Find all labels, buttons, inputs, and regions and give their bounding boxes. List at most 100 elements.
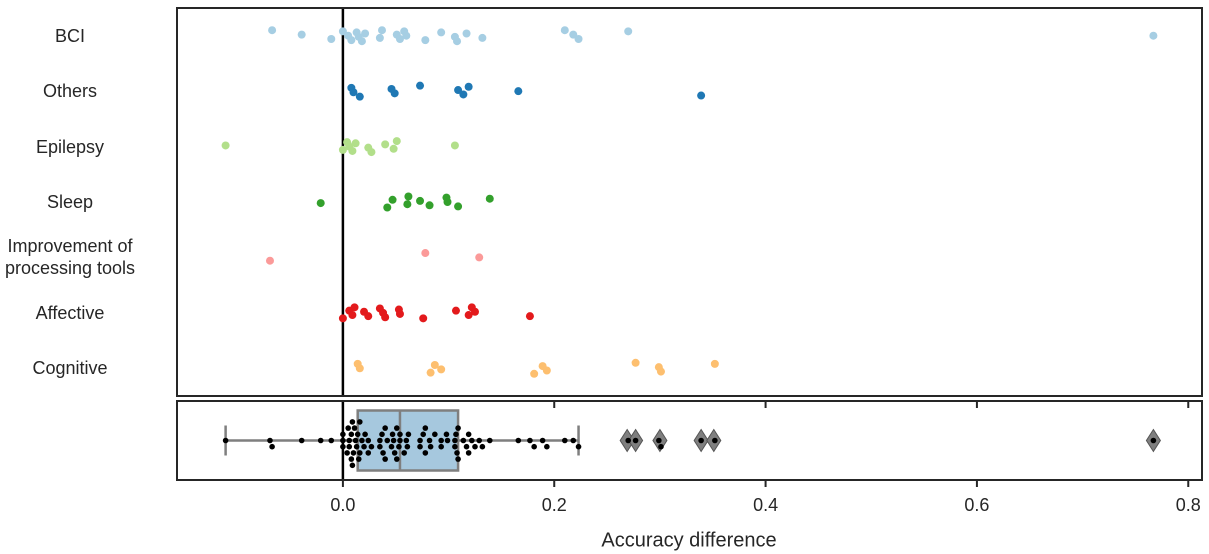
point xyxy=(378,26,386,35)
y-tick-label: Cognitive xyxy=(32,358,108,379)
swarm-point xyxy=(443,431,450,438)
swarm-point xyxy=(340,431,346,438)
point xyxy=(350,303,359,312)
swarm-point xyxy=(465,450,472,456)
swarm-point xyxy=(350,450,357,456)
swarm-point xyxy=(403,437,410,444)
swarm-point xyxy=(354,431,361,438)
swarm-point xyxy=(365,437,372,444)
point xyxy=(485,194,494,203)
point xyxy=(349,88,358,97)
swarm-point xyxy=(397,437,403,444)
point xyxy=(403,200,412,209)
point xyxy=(421,36,430,45)
swarm-point xyxy=(328,437,335,444)
swarm-point xyxy=(349,462,356,469)
swarm-point xyxy=(575,443,582,450)
point xyxy=(383,203,392,212)
y-tick-label: Improvement of processing tools xyxy=(4,236,136,279)
swarm-point xyxy=(486,437,493,444)
swarm-point xyxy=(397,431,403,438)
swarm-point xyxy=(656,437,662,444)
swarm-point xyxy=(353,443,360,450)
swarm-point xyxy=(345,425,351,431)
point xyxy=(574,35,583,44)
swarm-point xyxy=(426,437,433,444)
point xyxy=(416,81,425,90)
point xyxy=(464,311,473,320)
point xyxy=(542,366,551,375)
point xyxy=(475,253,484,262)
swarm-point xyxy=(658,443,664,450)
x-tick-label: 0.4 xyxy=(753,495,778,515)
swarm-point xyxy=(460,437,467,444)
point xyxy=(464,82,473,91)
swarm-point xyxy=(427,443,434,450)
swarm-point xyxy=(348,431,355,438)
point xyxy=(347,36,356,45)
point xyxy=(355,364,364,373)
point xyxy=(430,360,439,369)
point xyxy=(437,365,446,374)
point xyxy=(221,141,230,150)
y-tick-label: Affective xyxy=(35,302,105,323)
swarm-point xyxy=(391,450,398,456)
swarm-point xyxy=(388,443,395,450)
bottom-panel-frame xyxy=(176,400,1203,481)
point xyxy=(426,368,435,377)
swarm-point xyxy=(404,443,411,450)
swarm-point xyxy=(472,443,478,450)
swarm-point xyxy=(344,450,350,456)
swarm-point xyxy=(361,443,367,450)
point xyxy=(525,312,534,321)
swarm-point xyxy=(476,437,483,444)
point xyxy=(388,195,397,204)
swarm-point xyxy=(438,437,444,444)
swarm-point xyxy=(269,443,275,450)
swarm-point xyxy=(352,437,359,444)
point xyxy=(265,256,274,265)
x-tick-label: 0.6 xyxy=(964,495,989,515)
point xyxy=(355,92,364,101)
swarm-point xyxy=(389,431,396,438)
point xyxy=(560,26,569,35)
swarm-point xyxy=(379,431,385,438)
swarm-point xyxy=(420,431,427,438)
swarm-point xyxy=(515,437,522,444)
point xyxy=(710,359,719,368)
point xyxy=(1149,31,1158,40)
point xyxy=(624,27,633,36)
swarm-point xyxy=(570,437,577,444)
swarm-point xyxy=(432,431,438,438)
swarm-point xyxy=(465,431,472,438)
swarm-point xyxy=(469,437,475,444)
point xyxy=(402,31,411,40)
point xyxy=(419,314,428,323)
point xyxy=(395,309,404,318)
swarm-point xyxy=(355,456,362,462)
swarm-point xyxy=(422,450,429,456)
top-panel-frame xyxy=(176,7,1203,397)
swarm-point xyxy=(454,450,460,456)
point xyxy=(454,202,463,211)
swarm-point xyxy=(539,437,546,444)
point xyxy=(392,137,401,146)
point xyxy=(338,314,347,323)
swarm-point xyxy=(452,443,458,450)
x-axis-label: Accuracy difference xyxy=(601,529,776,551)
swarm-point xyxy=(357,419,363,425)
point xyxy=(351,139,360,148)
swarm-point xyxy=(340,437,346,444)
point xyxy=(316,199,325,208)
swarm-point xyxy=(357,450,363,456)
y-tick-label: BCI xyxy=(54,25,85,46)
point xyxy=(327,35,336,44)
swarm-point xyxy=(298,437,305,444)
point xyxy=(416,196,425,205)
point xyxy=(364,312,373,321)
point xyxy=(421,249,430,258)
point xyxy=(361,29,370,38)
swarm-point xyxy=(393,425,400,431)
swarm-point xyxy=(453,431,459,438)
